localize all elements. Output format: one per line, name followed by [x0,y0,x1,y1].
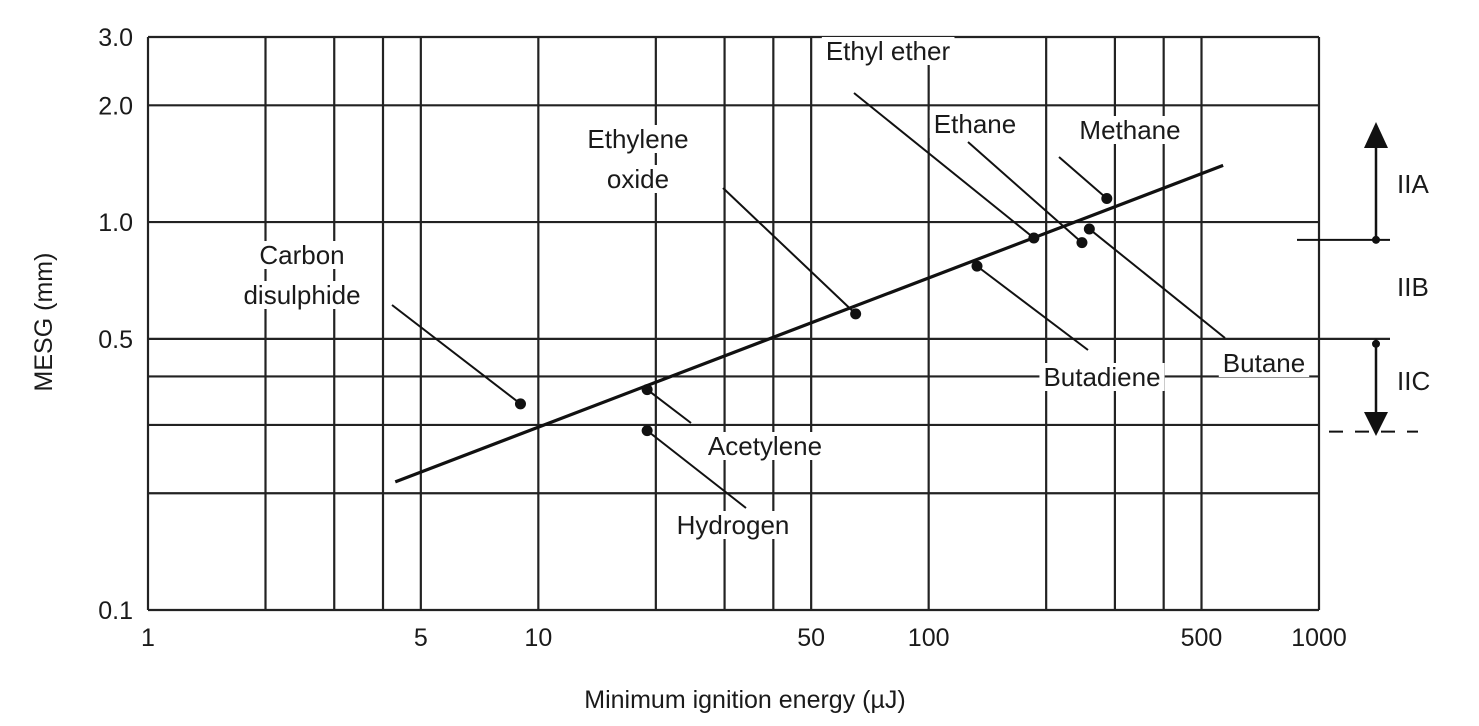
butadiene-leader-line [976,265,1089,351]
carbon-disulphide-leader-line [391,304,522,405]
tick-labels: 1 5 10 50 100 500 1000 0.1 0.5 1.0 2.0 3.0 [98,24,1347,652]
data-points [514,193,1113,437]
methane-point [1101,193,1113,205]
x-tick-label: 1 [141,624,155,652]
up-arrow-icon [1364,122,1388,148]
butadiene-label: Butadiene [1043,362,1160,392]
label-background [672,511,794,539]
trend-line-group [394,163,1224,484]
label-background [1039,363,1165,391]
y-tick-label: 2.0 [98,92,133,120]
ethylene-oxide-label: oxide [607,164,669,194]
label-background [255,241,349,269]
label-background [703,432,827,460]
acetylene-label: Acetylene [708,431,822,461]
label-background [1218,349,1310,377]
x-tick-label: 100 [908,624,950,652]
label-background [1075,116,1185,144]
label-background [929,110,1021,138]
group-label-iib: IIB [1397,272,1429,302]
y-tick-label: 3.0 [98,24,133,52]
methane-label: Methane [1079,115,1180,145]
y-tick-label: 0.1 [98,597,133,625]
group-markers: IIA IIB IIC [1297,122,1430,436]
methane-leader-line [1058,156,1108,200]
carbon-disulphide-point [514,398,526,410]
butane-point [1083,223,1095,235]
ethyl-ether-leader-line [853,92,1035,239]
y-tick-label: 1.0 [98,209,133,237]
hydrogen-label: Hydrogen [677,510,790,540]
iia-marker-dot [1372,235,1380,244]
x-tick-label: 10 [524,624,552,652]
hydrogen-leader-line [646,429,747,509]
acetylene-point [641,384,653,396]
ethylene-oxide-point [850,308,862,320]
carbon-disulphide-label: disulphide [243,280,360,310]
ethylene-oxide-label: Ethylene [587,124,688,154]
x-tick-label: 500 [1181,624,1223,652]
x-tick-label: 50 [797,624,825,652]
butane-label: Butane [1223,348,1305,378]
label-background [583,125,693,153]
ethane-label: Ethane [934,109,1016,139]
down-arrow-icon [1364,412,1388,436]
ethane-point [1076,237,1088,249]
acetylene-leader-line [646,388,692,424]
label-background [602,165,674,193]
group-label-iic: IIC [1397,366,1430,396]
ethyl-ether-point [1028,232,1040,244]
butadiene-point [971,260,983,272]
x-axis-title: Minimum ignition energy (µJ) [584,686,905,714]
ethylene-oxide-leader-line [722,187,857,315]
point-labels: Carbon disulphide Acetylene Hydrogen Ethylen… [239,36,1310,540]
label-background [821,37,955,65]
y-axis-title: MESG (mm) [30,253,58,392]
x-tick-label: 5 [414,624,428,652]
butane-leader-line [1088,228,1226,339]
iic-marker-dot [1372,339,1380,348]
trend-line [394,163,1224,484]
label-background [239,281,365,309]
hydrogen-point [641,425,653,437]
y-tick-label: 0.5 [98,326,133,354]
ethyl-ether-label: Ethyl ether [826,36,951,66]
gridlines [146,35,1390,612]
x-tick-label: 1000 [1291,624,1347,652]
carbon-disulphide-label: Carbon [259,240,344,270]
group-label-iia: IIA [1397,169,1429,199]
